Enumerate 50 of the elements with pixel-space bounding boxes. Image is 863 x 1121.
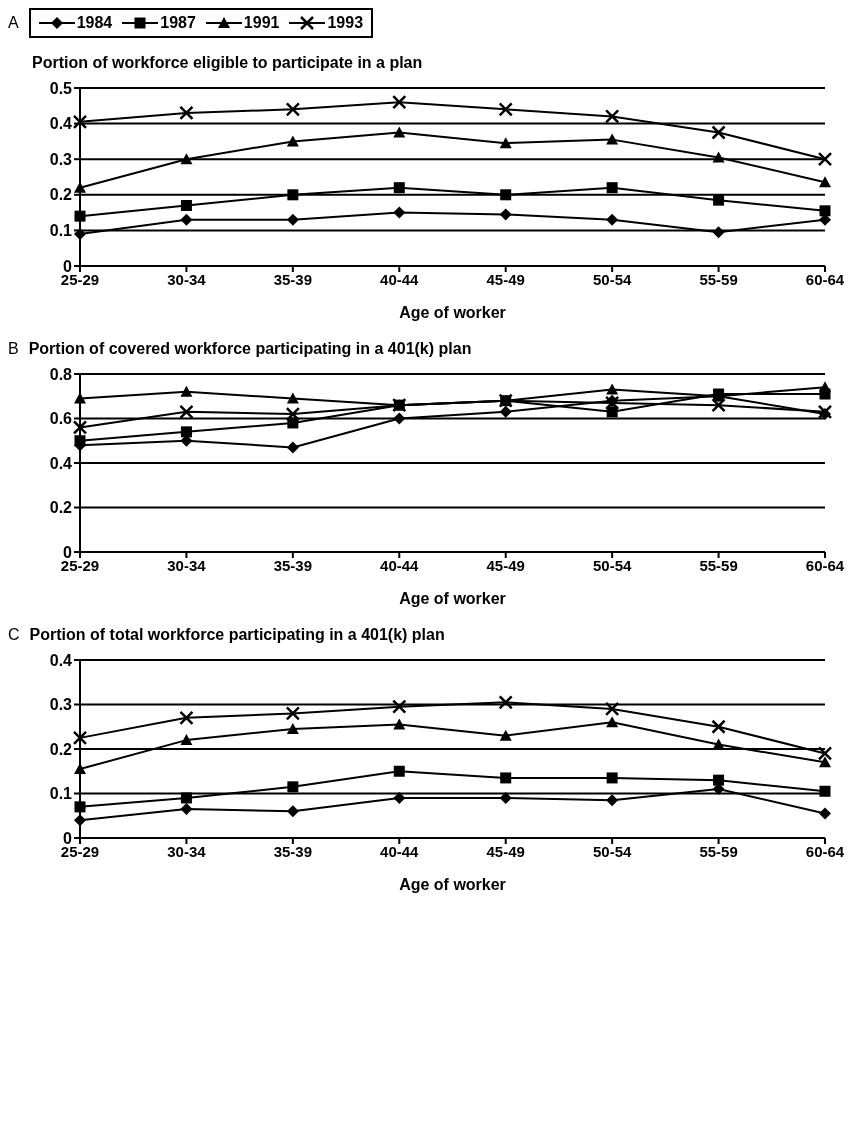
x-tick-label: 60-64 (805, 556, 845, 574)
y-tick-label: 0 (63, 829, 73, 847)
y-tick-label: 0.1 (49, 785, 73, 803)
x-tick-label: 40-44 (380, 270, 420, 288)
y-tick-label: 0 (63, 543, 73, 561)
x-tick-label: 30-34 (167, 556, 207, 574)
legend-label: 1984 (76, 14, 113, 32)
y-tick-label: 0.4 (49, 454, 73, 472)
text: B (8, 340, 19, 358)
x-tick-label: 45-49 (486, 270, 525, 288)
x-tick-label: 50-54 (592, 556, 632, 574)
y-tick-label: 0.2 (49, 740, 73, 758)
x-tick-label: 35-39 (273, 842, 313, 860)
x-tick-label: 55-59 (699, 842, 738, 860)
chart-title: Portion of covered workforce participating in a 401(k) plan (28, 340, 472, 358)
legend-label: 1993 (327, 14, 364, 32)
y-tick-label: 0.2 (49, 499, 73, 517)
x-tick-label: 30-34 (167, 842, 207, 860)
x-tick-label: 50-54 (592, 842, 632, 860)
x-tick-label: 45-49 (486, 842, 525, 860)
x-tick-label: 35-39 (273, 556, 313, 574)
x-tick-label: 60-64 (805, 842, 845, 860)
x-tick-label: 40-44 (380, 556, 420, 574)
y-tick-label: 0.8 (49, 365, 73, 383)
x-tick-label: 50-54 (592, 270, 632, 288)
chart-title: Portion of workforce eligible to participate in a plan (32, 54, 423, 72)
x-tick-label: 55-59 (699, 556, 738, 574)
chart-title: Portion of total workforce participating in a 401(k) plan (29, 626, 445, 644)
x-tick-label: 30-34 (167, 270, 207, 288)
y-tick-label: 0.2 (49, 186, 73, 204)
y-tick-label: 0.1 (49, 222, 73, 240)
text: A (8, 14, 19, 32)
x-axis-title: Age of worker (399, 304, 506, 321)
legend-label: 1991 (243, 14, 280, 32)
y-tick-label: 0.4 (49, 651, 73, 669)
y-tick-label: 0.3 (49, 150, 73, 168)
y-tick-label: 0.5 (49, 79, 73, 97)
x-tick-label: 40-44 (380, 842, 420, 860)
y-tick-label: 0.3 (49, 696, 73, 714)
y-tick-label: 0 (63, 257, 73, 275)
y-tick-label: 0.6 (49, 410, 73, 428)
x-axis-title: Age of worker (399, 590, 506, 607)
x-tick-label: 60-64 (805, 270, 845, 288)
y-tick-label: 0.4 (49, 115, 73, 133)
x-axis-title: Age of worker (399, 876, 506, 893)
x-tick-label: 35-39 (273, 270, 313, 288)
x-tick-label: 55-59 (699, 270, 738, 288)
text: C (8, 626, 20, 644)
x-tick-label: 45-49 (486, 556, 525, 574)
legend-label: 1987 (160, 14, 196, 32)
